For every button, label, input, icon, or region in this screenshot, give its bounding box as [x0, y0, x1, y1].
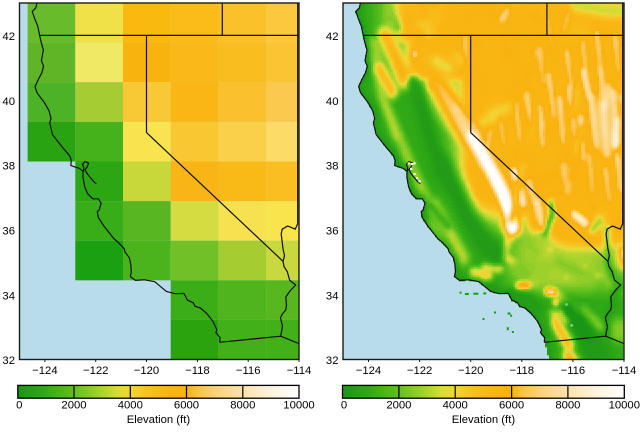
svg-text:−120: −120	[134, 365, 159, 377]
svg-text:34: 34	[326, 290, 339, 302]
svg-text:36: 36	[2, 226, 15, 238]
svg-text:40: 40	[326, 96, 339, 108]
svg-text:2000: 2000	[61, 400, 86, 412]
svg-text:2000: 2000	[386, 400, 411, 412]
svg-text:−122: −122	[83, 365, 108, 377]
svg-text:−124: −124	[356, 365, 381, 377]
svg-text:42: 42	[326, 31, 339, 43]
svg-text:−114: −114	[612, 365, 637, 377]
svg-text:36: 36	[326, 226, 339, 238]
svg-text:32: 32	[2, 355, 15, 367]
svg-text:10000: 10000	[609, 400, 640, 412]
svg-text:38: 38	[326, 161, 339, 173]
svg-text:6000: 6000	[499, 400, 524, 412]
svg-text:10000: 10000	[283, 400, 314, 412]
svg-text:−116: −116	[236, 365, 261, 377]
svg-text:4000: 4000	[443, 400, 468, 412]
svg-text:0: 0	[341, 400, 347, 412]
svg-text:−124: −124	[32, 365, 57, 377]
svg-text:−118: −118	[185, 365, 210, 377]
svg-text:8000: 8000	[230, 400, 255, 412]
svg-text:38: 38	[2, 161, 15, 173]
svg-text:8000: 8000	[555, 400, 580, 412]
svg-text:40: 40	[2, 96, 15, 108]
svg-text:4000: 4000	[118, 400, 143, 412]
svg-text:42: 42	[2, 31, 15, 43]
svg-text:Elevation (ft): Elevation (ft)	[127, 414, 191, 426]
svg-text:−114: −114	[287, 365, 312, 377]
svg-text:0: 0	[16, 400, 22, 412]
svg-text:32: 32	[326, 355, 339, 367]
svg-text:−120: −120	[458, 365, 483, 377]
svg-text:−122: −122	[407, 365, 432, 377]
svg-text:Elevation (ft): Elevation (ft)	[452, 414, 516, 426]
svg-text:34: 34	[2, 290, 15, 302]
svg-text:−118: −118	[509, 365, 534, 377]
svg-text:−116: −116	[561, 365, 586, 377]
svg-text:6000: 6000	[174, 400, 199, 412]
